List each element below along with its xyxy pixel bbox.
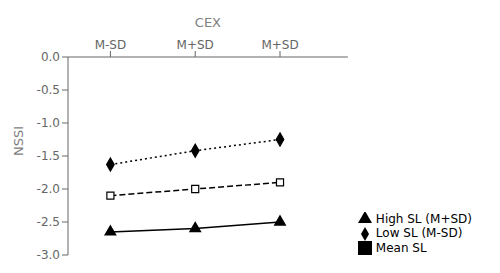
- svg-text:NSSI: NSSI: [11, 126, 26, 156]
- svg-text:-1.0: -1.0: [37, 116, 60, 130]
- svg-text:0.0: 0.0: [41, 50, 60, 64]
- svg-text:-2.0: -2.0: [37, 182, 60, 196]
- svg-text:M-SD: M-SD: [95, 38, 127, 52]
- svg-text:-2.5: -2.5: [37, 215, 60, 229]
- html-text:Mean SL: Mean SL: [375, 240, 427, 255]
- svg-text:CEX: CEX: [195, 15, 221, 30]
- html-text:Low SL (M-SD): Low SL (M-SD): [375, 226, 463, 240]
- html-text:High SL (M+SD): High SL (M+SD): [375, 211, 472, 226]
- svg-text:M+SD: M+SD: [261, 38, 298, 52]
- svg-text:-1.5: -1.5: [37, 149, 60, 163]
- svg-text:-3.0: -3.0: [37, 248, 60, 262]
- svg-text:-0.5: -0.5: [37, 83, 60, 97]
- svg-text:M+SD: M+SD: [177, 38, 214, 52]
